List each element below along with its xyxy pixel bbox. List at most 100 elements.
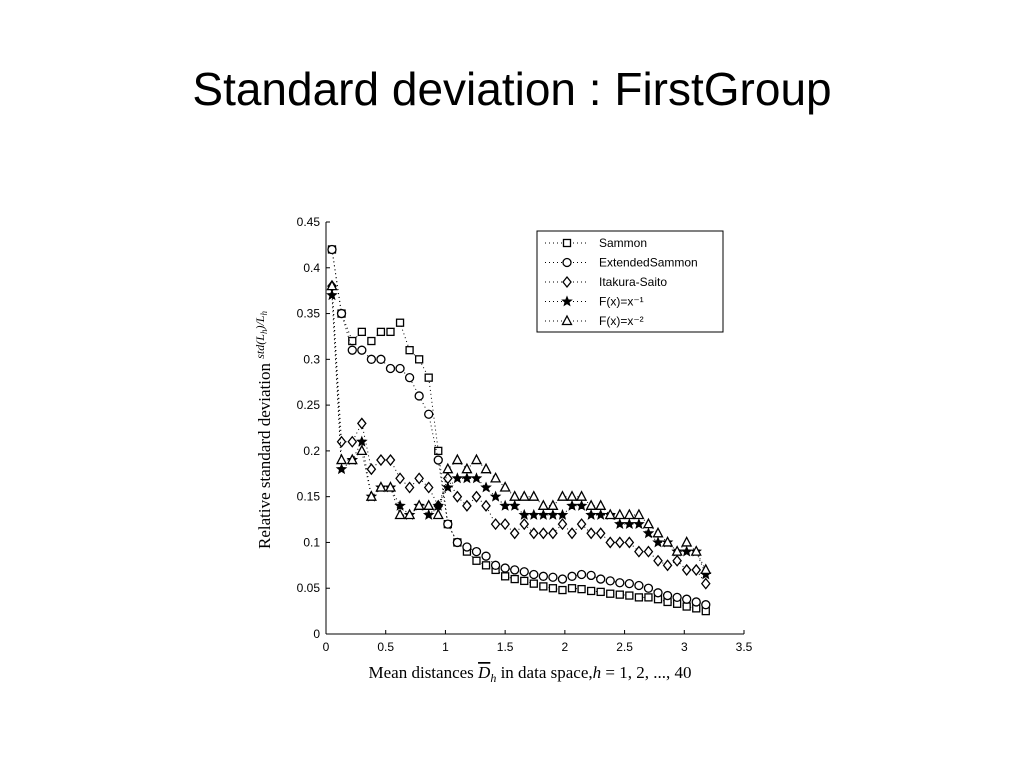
- y-tick-label: 0.35: [297, 307, 321, 321]
- data-point: [471, 490, 482, 503]
- data-point: [414, 472, 424, 485]
- data-point: [499, 499, 511, 511]
- data-point: [422, 508, 435, 520]
- data-point: [415, 355, 424, 364]
- data-point: [423, 499, 435, 510]
- data-point: [385, 454, 396, 467]
- data-point: [365, 490, 377, 501]
- data-point: [634, 545, 644, 558]
- data-point: [623, 508, 635, 520]
- data-point: [519, 518, 530, 531]
- data-point: [642, 517, 655, 529]
- data-point: [538, 571, 549, 581]
- x-axis-label: Mean distances Dh in data space,h = 1, 2…: [369, 663, 692, 685]
- data-point: [596, 574, 606, 584]
- data-point: [644, 593, 653, 602]
- data-point: [643, 583, 654, 593]
- x-tick-label: 2: [562, 640, 569, 654]
- data-point: [539, 582, 548, 591]
- x-tick-label: 2.5: [616, 640, 633, 654]
- data-point: [490, 471, 502, 483]
- data-point: [585, 499, 597, 510]
- x-tick-label: 0: [323, 640, 330, 654]
- legend: Sammon ExtendedSammon Itakura-Saito F(x)=x⁻…: [536, 230, 724, 333]
- data-point: [672, 554, 682, 567]
- data-point: [376, 354, 386, 364]
- data-point: [490, 560, 501, 570]
- data-point: [615, 578, 625, 588]
- data-point: [575, 490, 588, 501]
- data-point: [404, 508, 416, 520]
- data-point: [404, 481, 415, 494]
- data-point: [547, 508, 559, 520]
- data-point: [335, 463, 348, 475]
- data-point: [395, 318, 405, 327]
- data-point: [586, 586, 596, 596]
- data-point: [470, 472, 483, 484]
- data-point: [596, 587, 605, 597]
- data-point: [691, 597, 701, 607]
- data-point: [520, 576, 529, 586]
- data-point: [500, 563, 510, 573]
- data-point: [634, 593, 644, 602]
- data-point: [561, 295, 573, 307]
- data-point: [335, 453, 348, 465]
- data-point: [509, 490, 521, 501]
- data-point: [562, 238, 572, 248]
- data-point: [432, 508, 444, 520]
- legend-label: Sammon: [599, 236, 647, 250]
- data-point: [480, 462, 492, 474]
- data-point: [528, 527, 539, 540]
- y-tick-label: 0.4: [303, 261, 320, 275]
- y-tick-label: 0.1: [303, 535, 320, 549]
- data-point: [434, 446, 443, 456]
- data-point: [562, 257, 572, 268]
- data-point: [680, 545, 693, 557]
- data-point: [384, 481, 397, 492]
- data-point: [614, 518, 626, 530]
- data-point: [394, 508, 406, 520]
- data-point: [414, 391, 424, 401]
- data-point: [548, 572, 558, 582]
- data-point: [652, 536, 664, 548]
- data-point: [366, 463, 377, 476]
- data-point: [653, 588, 663, 598]
- data-point: [508, 499, 521, 511]
- data-point: [605, 576, 615, 586]
- data-point: [557, 574, 568, 584]
- legend-label: Itakura-Saito: [599, 275, 667, 289]
- data-point: [594, 508, 607, 520]
- data-point: [700, 563, 712, 575]
- data-point: [336, 308, 347, 319]
- data-point: [499, 481, 511, 492]
- data-point: [701, 600, 711, 610]
- data-point: [567, 584, 577, 593]
- data-point: [443, 519, 453, 529]
- data-point: [586, 570, 596, 581]
- y-tick-label: 0.2: [303, 444, 320, 458]
- data-point: [614, 508, 626, 520]
- data-point: [623, 518, 636, 530]
- data-point: [326, 279, 338, 291]
- x-tick-label: 1.5: [497, 640, 514, 654]
- data-point: [424, 409, 434, 419]
- data-point: [346, 453, 358, 465]
- data-point: [652, 526, 664, 538]
- data-point: [518, 490, 530, 501]
- data-point: [614, 536, 625, 549]
- data-point: [385, 363, 396, 374]
- data-point: [556, 508, 569, 520]
- x-tick-label: 3: [681, 640, 688, 654]
- data-point: [461, 462, 473, 474]
- data-point: [356, 417, 367, 430]
- data-point: [500, 518, 510, 531]
- data-point: [529, 569, 539, 580]
- data-point: [500, 572, 510, 581]
- data-point: [509, 527, 520, 540]
- data-point: [642, 527, 655, 539]
- legend-label: F(x)=x⁻¹: [599, 295, 644, 309]
- data-point: [566, 490, 578, 501]
- data-point: [682, 602, 691, 611]
- data-point: [423, 481, 434, 494]
